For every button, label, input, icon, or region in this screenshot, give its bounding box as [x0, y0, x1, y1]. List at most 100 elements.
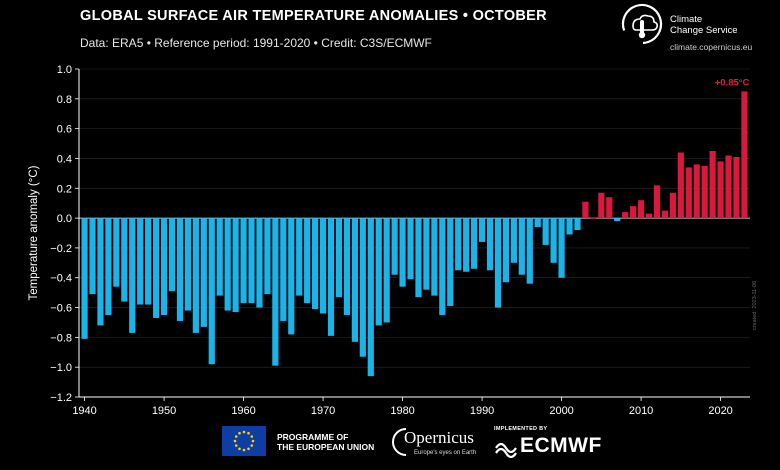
y-tick-label: 0.2: [57, 183, 72, 195]
chart-subtitle: Data: ERA5 • Reference period: 1991-2020…: [80, 36, 432, 50]
bar-1976: [367, 218, 374, 377]
eu-star: [250, 444, 254, 447]
bar-1973: [343, 218, 351, 315]
bar-2023: [741, 91, 748, 219]
bar-1940: [81, 218, 88, 339]
bar-1944: [113, 218, 120, 287]
y-tick-label: −0.2: [50, 243, 72, 255]
y-tick-label: 0.4: [57, 153, 72, 165]
bar-1974: [351, 218, 358, 342]
latest-anomaly-annotation: +0.85°C: [715, 77, 750, 88]
bar-1995: [518, 218, 525, 275]
eu-star: [233, 439, 237, 443]
eu-star: [242, 430, 246, 434]
bar-1965: [280, 218, 287, 321]
x-tick-label: 1990: [470, 405, 494, 417]
bar-1969: [312, 218, 319, 310]
bar-2019: [709, 151, 716, 219]
eu-star: [234, 444, 238, 447]
bar-1989: [471, 218, 478, 269]
bar-1972: [335, 218, 343, 298]
copernicus-climate-brand[interactable]: Climate Change Service climate.copernicu…: [620, 2, 775, 62]
bar-1988: [463, 218, 470, 272]
bar-1978: [383, 218, 390, 323]
bar-2015: [677, 152, 684, 219]
bar-2003: [582, 201, 589, 219]
bar-1971: [327, 218, 335, 336]
bar-2017: [693, 164, 700, 219]
bar-1954: [192, 218, 199, 333]
x-tick-label: 1960: [231, 405, 255, 417]
bar-1963: [264, 218, 271, 295]
bar-1966: [288, 218, 295, 335]
bar-1962: [256, 218, 263, 308]
bar-1979: [391, 218, 398, 275]
climate-thermometer-logo-icon: [621, 3, 663, 45]
bar-2006: [606, 197, 613, 219]
x-tick-label: 2010: [629, 405, 653, 417]
y-tick-label: −1.0: [50, 362, 72, 374]
bar-1983: [423, 218, 430, 290]
eu-star: [251, 439, 255, 443]
bar-1982: [415, 218, 422, 298]
bar-1998: [542, 218, 549, 245]
copernicus-tagline: Europe's eyes on Earth: [414, 450, 477, 456]
bar-1953: [184, 218, 192, 311]
bar-1955: [200, 218, 207, 327]
bar-2012: [653, 185, 661, 219]
bar-1964: [272, 218, 279, 366]
bar-1981: [407, 218, 414, 280]
bar-1984: [431, 218, 438, 296]
copernicus-logo[interactable]: Opernicus Europe's eyes on Earth: [390, 424, 480, 464]
bar-2002: [574, 218, 581, 231]
bar-1957: [216, 218, 223, 296]
bar-1970: [319, 218, 327, 314]
eu-star: [234, 435, 238, 438]
eu-star: [247, 447, 250, 451]
bar-1986: [447, 218, 454, 307]
y-tick-label: −0.8: [50, 332, 72, 344]
x-tick-label: 1980: [390, 405, 414, 417]
bar-1980: [399, 218, 406, 287]
brand-url[interactable]: climate.copernicus.eu: [670, 42, 753, 52]
bar-2008: [622, 212, 629, 219]
ecmwf-wordmark[interactable]: ECMWF: [520, 434, 602, 457]
y-tick-label: 1.0: [57, 64, 72, 76]
bar-1992: [494, 218, 502, 308]
brand-name-line2: Change Service: [670, 25, 738, 36]
bar-1996: [526, 218, 533, 284]
y-tick-label: 0.0: [57, 213, 72, 225]
bar-2005: [598, 192, 605, 219]
bar-1959: [232, 218, 239, 313]
implemented-by-label: IMPLEMENTED BY: [494, 426, 548, 432]
bar-2000: [558, 218, 565, 278]
bar-2010: [637, 200, 645, 219]
eu-flag-icon: [222, 426, 266, 456]
y-tick-label: 0.6: [57, 124, 72, 136]
y-tick-label: 0.8: [57, 94, 72, 106]
bar-1951: [168, 218, 176, 292]
bar-2004: [590, 218, 597, 219]
bar-2022: [733, 156, 740, 219]
bar-1960: [240, 218, 247, 304]
ecmwf-logo-icon: [495, 442, 517, 458]
y-tick-label: −0.6: [50, 303, 72, 315]
bar-1946: [129, 218, 136, 333]
bar-1949: [153, 218, 160, 318]
eu-stars-icon: [233, 430, 255, 452]
copernicus-wordmark: Opernicus: [404, 428, 474, 447]
eu-star: [250, 435, 254, 438]
eu-star: [242, 448, 246, 452]
eu-star: [238, 431, 241, 435]
bar-1975: [359, 218, 366, 357]
eu-star: [247, 431, 250, 435]
bar-1942: [97, 218, 104, 326]
eu-programme-text: PROGRAMME OF THE EUROPEAN UNION: [277, 432, 374, 452]
bar-1956: [208, 218, 215, 365]
bar-1987: [455, 218, 462, 271]
x-tick-label: 2020: [708, 405, 732, 417]
bar-1997: [534, 218, 541, 228]
created-stamp: created: 2023-11-06: [752, 280, 758, 330]
axes-group: [78, 69, 750, 398]
bar-1967: [296, 218, 303, 296]
